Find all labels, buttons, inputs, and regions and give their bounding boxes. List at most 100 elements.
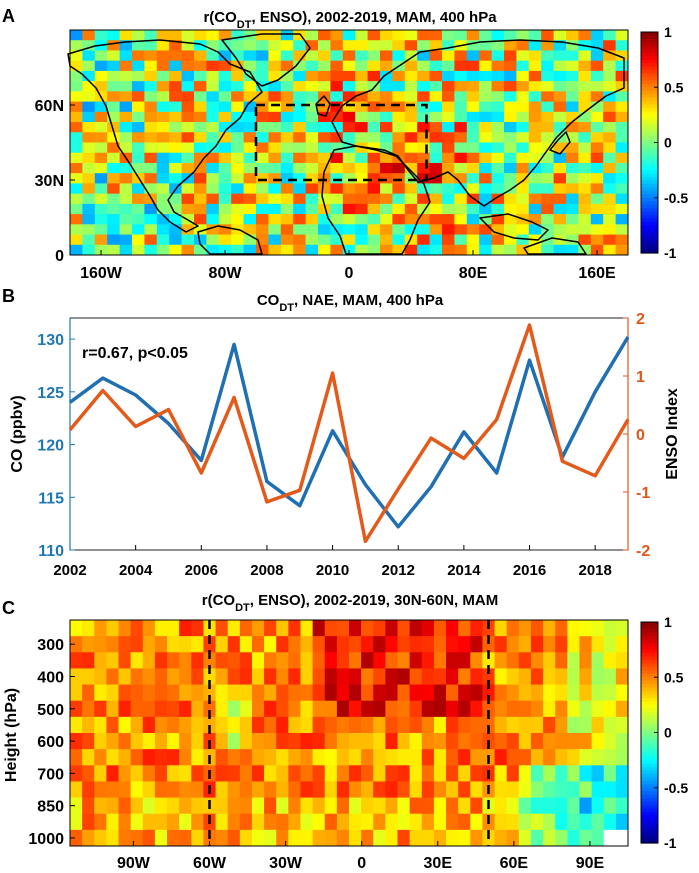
heatmap-cell xyxy=(231,70,245,82)
heatmap-cell xyxy=(336,813,350,831)
heatmap-cell xyxy=(118,716,132,734)
heatmap-cell xyxy=(94,81,108,92)
heatmap-cell xyxy=(132,234,145,246)
heatmap-cell xyxy=(491,101,505,113)
heatmap-cell xyxy=(107,152,121,164)
heatmap-cell xyxy=(231,50,245,62)
heatmap-cell xyxy=(82,91,96,103)
heatmap-cell xyxy=(324,749,338,766)
heatmap-cell xyxy=(454,214,468,225)
colorbar-segment xyxy=(641,177,658,182)
heatmap-cell xyxy=(433,620,447,637)
heatmap-cell xyxy=(280,30,294,41)
heatmap-cell xyxy=(156,101,170,113)
heatmap-cell xyxy=(417,70,431,82)
colorbar-segment xyxy=(641,829,658,834)
heatmap-cell xyxy=(429,101,443,113)
heatmap-cell xyxy=(458,829,471,847)
heatmap-cell xyxy=(293,183,307,195)
heatmap-cell xyxy=(421,829,435,847)
heatmap-cell xyxy=(591,636,605,653)
panel-c-colorbar: 10.50-0.5-1 xyxy=(640,614,688,851)
heatmap-cell xyxy=(94,234,108,246)
heatmap-cell xyxy=(318,173,331,184)
colorbar-segment xyxy=(641,739,658,744)
heatmap-cell xyxy=(466,152,480,164)
colorbar-segment xyxy=(641,708,658,713)
heatmap-cell xyxy=(82,636,95,653)
heatmap-cell xyxy=(288,733,301,750)
heatmap-cell xyxy=(330,81,344,92)
heatmap-cell xyxy=(591,652,605,669)
heatmap-cell xyxy=(367,60,381,72)
heatmap-cell xyxy=(590,193,604,205)
heatmap-cell xyxy=(355,214,369,225)
heatmap-cell xyxy=(454,30,468,41)
heatmap-cell xyxy=(392,111,406,123)
heatmap-cell xyxy=(417,142,431,154)
heatmap-cell xyxy=(530,781,544,799)
heatmap-cell xyxy=(300,668,314,686)
heatmap-cell xyxy=(506,797,520,815)
heatmap-cell xyxy=(142,684,156,702)
heatmap-cell xyxy=(404,203,418,215)
heatmap-cell xyxy=(355,132,369,143)
heatmap-cell xyxy=(442,193,455,205)
x-tick-label: 0 xyxy=(357,855,366,872)
heatmap-cell xyxy=(504,81,517,92)
heatmap-cell xyxy=(466,40,480,51)
heatmap-cell xyxy=(82,142,96,154)
colorbar-segment xyxy=(641,232,658,237)
heatmap-cell xyxy=(70,30,83,41)
heatmap-cell xyxy=(466,234,480,246)
heatmap-cell xyxy=(276,797,289,815)
heatmap-cell xyxy=(615,122,629,133)
heatmap-cell xyxy=(541,173,555,184)
colorbar-segment xyxy=(641,839,658,844)
heatmap-cell xyxy=(373,684,386,702)
heatmap-cell xyxy=(342,214,356,225)
heatmap-cell xyxy=(373,813,386,831)
heatmap-cell xyxy=(280,173,294,184)
heatmap-cell xyxy=(528,101,542,113)
heatmap-cell xyxy=(156,50,170,62)
heatmap-cell xyxy=(94,620,107,637)
heatmap-cell xyxy=(312,749,326,766)
heatmap-cell xyxy=(466,203,480,215)
heatmap-cell xyxy=(603,214,617,225)
heatmap-cell xyxy=(70,101,83,113)
heatmap-cell xyxy=(567,684,580,702)
heatmap-cell xyxy=(603,193,617,205)
colorbar-tick-label: -0.5 xyxy=(664,190,688,206)
heatmap-cell xyxy=(70,50,83,62)
heatmap-cell xyxy=(397,781,411,799)
heatmap-cell xyxy=(367,30,381,41)
heatmap-cell xyxy=(506,781,520,799)
heatmap-cell xyxy=(466,173,480,184)
colorbar-segment xyxy=(641,794,658,799)
heatmap-cell xyxy=(70,203,83,215)
heatmap-cell xyxy=(555,620,568,637)
heatmap-cell xyxy=(380,60,393,72)
colorbar-segment xyxy=(641,780,658,785)
heatmap-cell xyxy=(82,684,95,702)
heatmap-cell xyxy=(305,162,319,174)
heatmap-cell xyxy=(300,781,314,799)
heatmap-cell xyxy=(479,203,493,215)
heatmap-cell xyxy=(130,797,144,815)
heatmap-cell xyxy=(243,101,257,113)
heatmap-cell xyxy=(479,183,493,195)
heatmap-cell xyxy=(82,152,96,164)
heatmap-cell xyxy=(591,684,605,702)
heatmap-cell xyxy=(504,122,517,133)
heatmap-cell xyxy=(169,81,183,92)
colorbar-segment xyxy=(641,687,658,692)
heatmap-cell xyxy=(442,173,455,184)
heatmap-cell xyxy=(82,620,95,637)
heatmap-cell xyxy=(373,797,386,815)
heatmap-cell xyxy=(380,81,393,92)
heatmap-cell xyxy=(312,829,326,847)
heatmap-cell xyxy=(206,111,220,123)
heatmap-cell xyxy=(70,173,83,184)
heatmap-cell xyxy=(553,81,567,92)
